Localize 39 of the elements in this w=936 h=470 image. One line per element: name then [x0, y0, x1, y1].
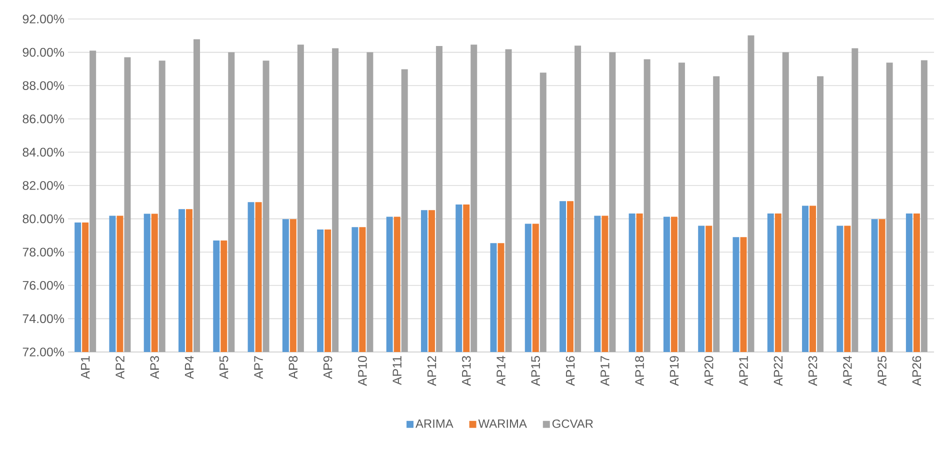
x-tick-label: AP23 — [808, 356, 818, 386]
x-tick-label: AP24 — [843, 356, 852, 386]
y-tick-label: 82.00% — [22, 181, 64, 190]
x-tick-label: AP17 — [600, 356, 610, 386]
y-tick-label: 80.00% — [22, 214, 64, 224]
x-tick-label: AP8 — [288, 356, 298, 380]
x-tick-label: AP2 — [116, 356, 124, 380]
x-tick-label: AP13 — [462, 356, 471, 386]
x-tick-label: AP7 — [254, 356, 263, 380]
x-tick-label: AP25 — [878, 356, 886, 386]
y-tick-label: 76.00% — [22, 280, 64, 290]
x-tick-label: AP5 — [220, 356, 228, 380]
y-tick-label: 74.00% — [22, 314, 64, 324]
x-tick-label: AP16 — [566, 356, 575, 386]
x-tick-label: AP9 — [323, 356, 332, 380]
y-tick-label: 90.00% — [22, 48, 64, 57]
x-tick-label: AP12 — [427, 356, 436, 386]
y-tick-label: 92.00% — [22, 14, 64, 24]
x-tick-label: AP22 — [774, 356, 782, 386]
x-tick-label: AP21 — [739, 356, 748, 386]
x-tick-label: AP3 — [150, 356, 160, 380]
x-tick-label: AP1 — [81, 356, 90, 380]
x-tick-label: AP11 — [392, 356, 402, 386]
y-tick-label: 78.00% — [22, 248, 64, 257]
x-tick-label: AP4 — [184, 356, 194, 380]
legend-label: ARIMA — [416, 420, 454, 428]
x-tick-label: AP26 — [912, 356, 922, 386]
y-tick-label: 88.00% — [22, 81, 64, 90]
x-tick-label: AP15 — [531, 356, 540, 386]
x-tick-label: AP14 — [496, 356, 506, 386]
legend-label: WARIMA — [478, 420, 527, 428]
x-tick-label: AP19 — [670, 356, 679, 386]
legend-label: GCVAR — [552, 419, 593, 428]
y-tick-label: 86.00% — [22, 114, 64, 124]
x-tick-label: AP10 — [358, 356, 367, 386]
x-tick-label: AP20 — [704, 356, 714, 386]
y-tick-label: 84.00% — [22, 148, 64, 157]
x-tick-label: AP18 — [635, 356, 644, 386]
y-tick-label: 72.00% — [22, 348, 64, 356]
